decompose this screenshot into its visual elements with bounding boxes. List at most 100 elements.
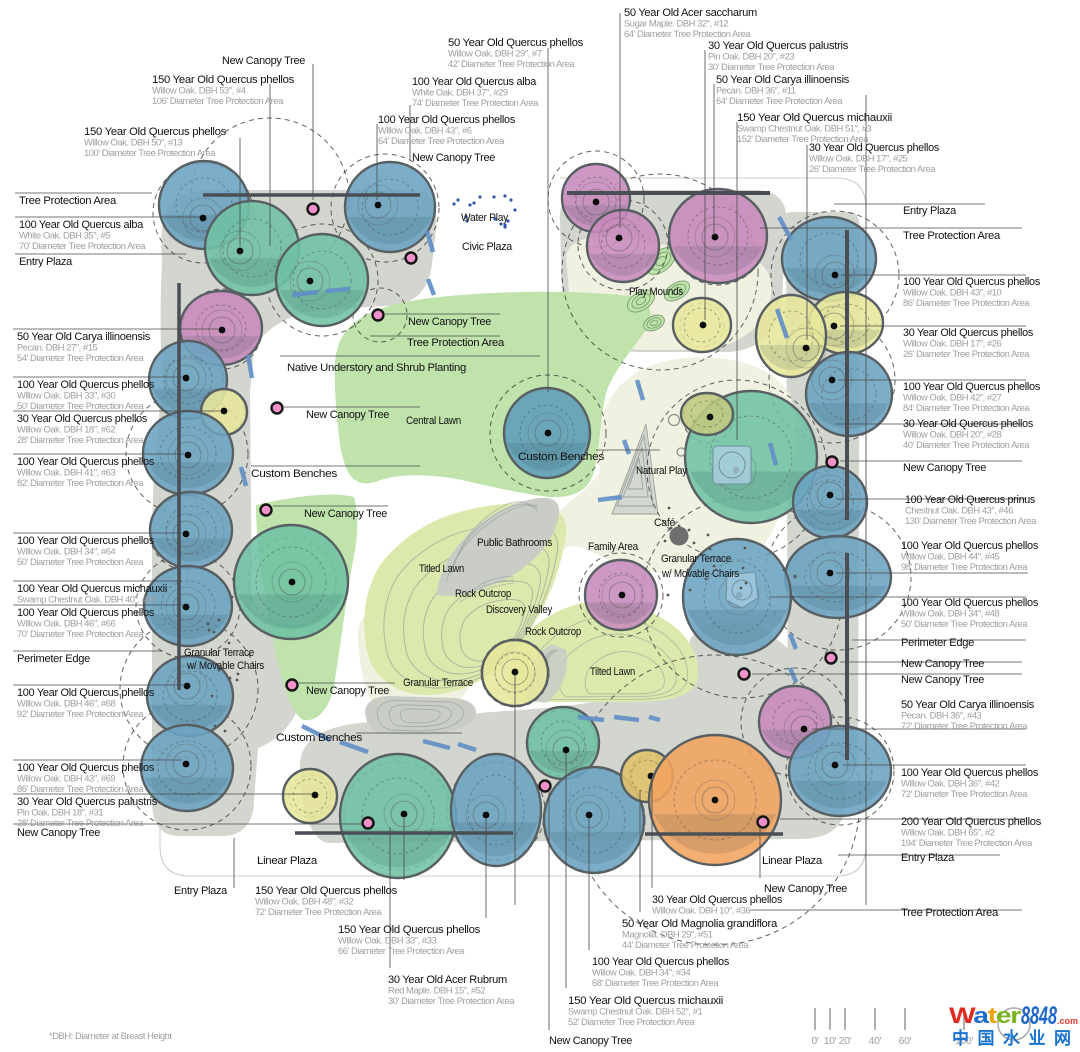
svg-text:New Canopy Tree: New Canopy Tree <box>903 462 986 474</box>
svg-text:Family Area: Family Area <box>588 541 639 553</box>
svg-text:150 Year Old Quercus michauxii: 150 Year Old Quercus michauxii <box>737 112 892 124</box>
svg-text:Custom Benches: Custom Benches <box>251 468 338 480</box>
svg-text:Swamp Chestnut Oak. DBH 51″, #: Swamp Chestnut Oak. DBH 51″, #3 <box>737 123 871 134</box>
svg-text:Willow Oak. DBH 34″, #48: Willow Oak. DBH 34″, #48 <box>901 608 1000 619</box>
svg-text:30 Year Old Quercus phellos: 30 Year Old Quercus phellos <box>652 894 783 906</box>
svg-text:98' Diameter Tree Protection A: 98' Diameter Tree Protection Area <box>901 561 1028 572</box>
svg-text:66' Diameter Tree Protection A: 66' Diameter Tree Protection Area <box>338 945 465 956</box>
svg-text:64' Diameter Tree Protection A: 64' Diameter Tree Protection Area <box>378 135 505 146</box>
svg-text:Willow Oak. DBH 46″, #68: Willow Oak. DBH 46″, #68 <box>17 698 116 709</box>
svg-text:Willow Oak. DBH 65″, #2: Willow Oak. DBH 65″, #2 <box>901 827 995 838</box>
svg-text:Willow Oak. DBH 17″, #26: Willow Oak. DBH 17″, #26 <box>903 338 1002 349</box>
svg-text:Willow Oak. DBH 34″, #34: Willow Oak. DBH 34″, #34 <box>592 967 691 978</box>
svg-text:86' Diameter Tree Protection A: 86' Diameter Tree Protection Area <box>17 783 144 794</box>
svg-text:68' Diameter Tree Protection A: 68' Diameter Tree Protection Area <box>592 977 719 988</box>
svg-text:100 Year Old Quercus phellos: 100 Year Old Quercus phellos <box>378 114 516 126</box>
svg-text:100 Year Old Quercus alba: 100 Year Old Quercus alba <box>412 76 537 88</box>
svg-text:Willow Oak. DBH 53″, #4: Willow Oak. DBH 53″, #4 <box>152 85 246 96</box>
svg-text:Rock Outcrop: Rock Outcrop <box>525 626 581 638</box>
svg-text:0': 0' <box>811 1035 819 1047</box>
svg-text:72' Diameter Tree Protection A: 72' Diameter Tree Protection Area <box>255 906 382 917</box>
svg-text:100 Year Old Quercus phellos: 100 Year Old Quercus phellos <box>903 276 1041 288</box>
svg-text:40': 40' <box>869 1035 882 1047</box>
svg-text:100' Diameter Tree Protection: 100' Diameter Tree Protection Area <box>84 147 216 158</box>
svg-text:Willow Oak. DBH 18″, #62: Willow Oak. DBH 18″, #62 <box>17 424 116 435</box>
svg-text:Pecan. DBH 36″, #43: Pecan. DBH 36″, #43 <box>901 710 981 721</box>
svg-text:Willow Oak. DBH 43″, #10: Willow Oak. DBH 43″, #10 <box>903 287 1002 298</box>
svg-text:30 Year Old Quercus palustris: 30 Year Old Quercus palustris <box>708 40 849 52</box>
svg-text:Discovery Valley: Discovery Valley <box>486 604 553 616</box>
svg-text:70' Diameter Tree Protection A: 70' Diameter Tree Protection Area <box>17 628 144 639</box>
svg-text:Granular Terrace: Granular Terrace <box>661 553 731 565</box>
svg-text:54' Diameter Tree Protection A: 54' Diameter Tree Protection Area <box>17 352 144 363</box>
svg-text:100 Year Old Quercus phellos: 100 Year Old Quercus phellos <box>903 381 1041 393</box>
svg-text:50' Diameter Tree Protection A: 50' Diameter Tree Protection Area <box>901 618 1028 629</box>
svg-text:Entry Plaza: Entry Plaza <box>19 256 73 268</box>
svg-text:New Canopy Tree: New Canopy Tree <box>901 658 984 670</box>
svg-text:100 Year Old Quercus phellos: 100 Year Old Quercus phellos <box>592 956 730 968</box>
svg-text:Linear Plaza: Linear Plaza <box>762 855 823 867</box>
svg-text:中国水业网: 中国水业网 <box>952 1028 1071 1048</box>
svg-text:40' Diameter Tree Protection A: 40' Diameter Tree Protection Area <box>903 439 1030 450</box>
svg-text:30' Diameter Tree Protection A: 30' Diameter Tree Protection Area <box>388 995 515 1006</box>
svg-text:30 Year Old Acer Rubrum: 30 Year Old Acer Rubrum <box>388 974 507 986</box>
svg-text:New Canopy Tree: New Canopy Tree <box>549 1035 632 1047</box>
svg-text:Linear Plaza: Linear Plaza <box>257 855 318 867</box>
svg-text:Entry Plaza: Entry Plaza <box>901 852 955 864</box>
svg-text:100 Year Old Quercus phellos: 100 Year Old Quercus phellos <box>901 597 1039 609</box>
svg-text:Native Understory and Shrub Pl: Native Understory and Shrub Planting <box>287 362 466 374</box>
svg-text:100 Year Old Quercus phellos: 100 Year Old Quercus phellos <box>901 540 1039 552</box>
svg-text:Water: Wa ter <box>949 1003 1022 1028</box>
svg-text:*DBH: Diameter at Breast Heigh: *DBH: Diameter at Breast Height <box>49 1030 172 1041</box>
svg-text:Willow Oak. DBH 10″, #36: Willow Oak. DBH 10″, #36 <box>652 905 751 916</box>
svg-text:Tilted Lawn: Tilted Lawn <box>590 666 635 678</box>
svg-text:150 Year Old Quercus michauxii: 150 Year Old Quercus michauxii <box>568 995 723 1007</box>
svg-text:28' Diameter Tree Protection A: 28' Diameter Tree Protection Area <box>17 434 144 445</box>
svg-text:150 Year Old Quercus phellos: 150 Year Old Quercus phellos <box>338 924 481 936</box>
svg-text:152' Diameter Tree Protection: 152' Diameter Tree Protection Area <box>737 133 869 144</box>
svg-text:8848: 8848 <box>1021 1002 1057 1030</box>
svg-text:Willow Oak. DBH 33″, #33: Willow Oak. DBH 33″, #33 <box>338 935 437 946</box>
svg-text:w/ Movable Chairs: w/ Movable Chairs <box>661 568 739 580</box>
svg-text:Rock Outcrop: Rock Outcrop <box>455 588 511 600</box>
svg-text:Willow Oak. DBH 43″, #6: Willow Oak. DBH 43″, #6 <box>378 125 472 136</box>
svg-text:30' Diameter Tree Protection A: 30' Diameter Tree Protection Area <box>708 61 835 72</box>
svg-text:72' Diameter Tree Protection A: 72' Diameter Tree Protection Area <box>901 720 1028 731</box>
svg-text:72' Diameter Tree Protection A: 72' Diameter Tree Protection Area <box>901 788 1028 799</box>
svg-text:44' Diameter Tree Protection A: 44' Diameter Tree Protection Area <box>622 939 749 950</box>
svg-text:194' Diameter Tree Protection: 194' Diameter Tree Protection Area <box>901 837 1033 848</box>
svg-text:Willow Oak. DBH 46″, #66: Willow Oak. DBH 46″, #66 <box>17 618 116 629</box>
svg-text:Central Lawn: Central Lawn <box>406 415 461 427</box>
svg-text:Public Bathrooms: Public Bathrooms <box>477 537 553 549</box>
svg-text:10': 10' <box>824 1035 837 1047</box>
svg-text:26' Diameter Tree Protection A: 26' Diameter Tree Protection Area <box>809 163 936 174</box>
svg-text:White Oak. DBH 37″, #29: White Oak. DBH 37″, #29 <box>412 87 508 98</box>
svg-text:100 Year Old Quercus phellos: 100 Year Old Quercus phellos <box>17 607 155 619</box>
svg-text:New Canopy Tree: New Canopy Tree <box>306 409 389 421</box>
svg-text:50 Year Old Carya illinoensis: 50 Year Old Carya illinoensis <box>716 74 850 86</box>
svg-text:Red Maple. DBH 15″, #52: Red Maple. DBH 15″, #52 <box>388 985 485 996</box>
svg-text:60': 60' <box>899 1035 912 1047</box>
svg-text:Willow Oak. DBH 44″, #45: Willow Oak. DBH 44″, #45 <box>901 551 1000 562</box>
svg-text:30 Year Old Quercus palustris: 30 Year Old Quercus palustris <box>17 796 158 808</box>
svg-text:86' Diameter Tree Protection A: 86' Diameter Tree Protection Area <box>903 297 1030 308</box>
svg-text:Natural Play: Natural Play <box>636 465 688 477</box>
svg-text:Custom Benches: Custom Benches <box>276 732 363 744</box>
svg-text:Tree Protection Area: Tree Protection Area <box>407 337 505 349</box>
svg-text:Willow Oak. DBH 33″, #30: Willow Oak. DBH 33″, #30 <box>17 390 116 401</box>
svg-text:Willow Oak. DBH 50″, #13: Willow Oak. DBH 50″, #13 <box>84 137 183 148</box>
svg-text:100 Year Old Quercus phellos: 100 Year Old Quercus phellos <box>17 762 155 774</box>
svg-text:Pecan. DBH 27″, #15: Pecan. DBH 27″, #15 <box>17 342 97 353</box>
svg-text:100 Year Old Quercus phellos: 100 Year Old Quercus phellos <box>901 767 1039 779</box>
svg-text:28' Diameter Tree Protection A: 28' Diameter Tree Protection Area <box>17 817 144 828</box>
svg-text:Granular Terrace: Granular Terrace <box>184 647 254 659</box>
svg-text:100 Year Old Quercus phellos: 100 Year Old Quercus phellos <box>17 456 155 468</box>
svg-text:New Canopy Tree: New Canopy Tree <box>306 685 389 697</box>
svg-text:30 Year Old Quercus phellos: 30 Year Old Quercus phellos <box>903 327 1034 339</box>
svg-text:Chestnut Oak. DBH 43″, #46: Chestnut Oak. DBH 43″, #46 <box>905 505 1013 516</box>
svg-text:100 Year Old Quercus phellos: 100 Year Old Quercus phellos <box>17 379 155 391</box>
svg-text:White Oak. DBH 35″, #5: White Oak. DBH 35″, #5 <box>19 230 110 241</box>
svg-text:Civic Plaza: Civic Plaza <box>462 241 513 253</box>
svg-text:Titled Lawn: Titled Lawn <box>419 563 464 575</box>
svg-text:42' Diameter Tree Protection A: 42' Diameter Tree Protection Area <box>448 58 575 69</box>
